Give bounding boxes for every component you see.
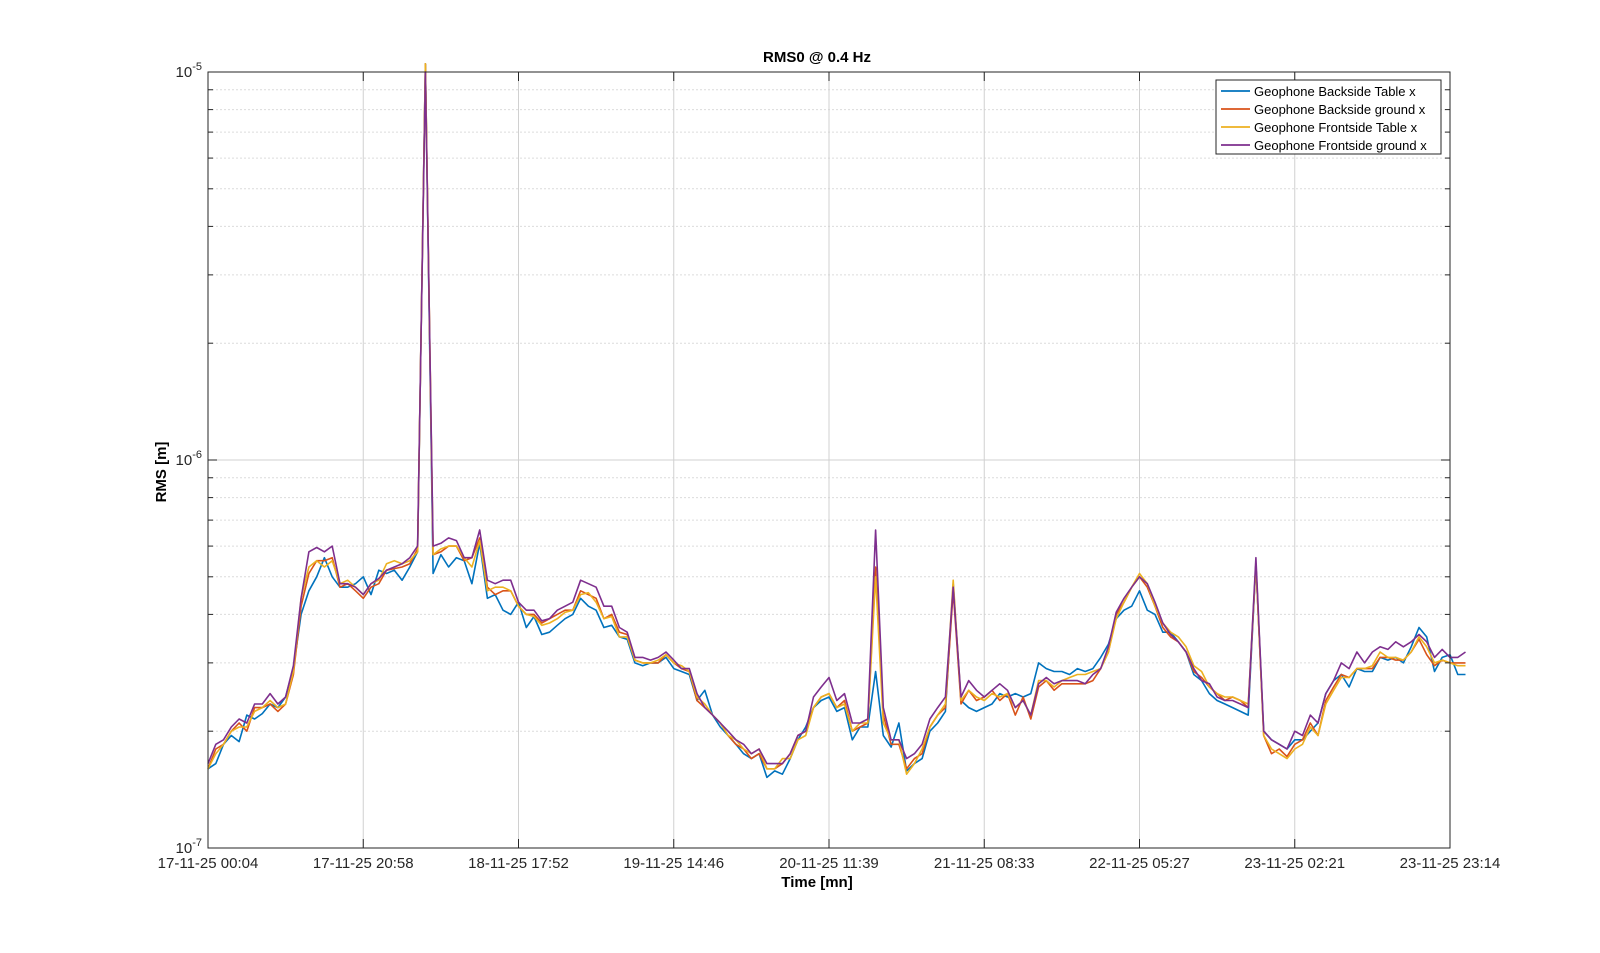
x-tick-label: 23-11-25 02:21 <box>1244 855 1345 872</box>
series-layer <box>207 62 1466 779</box>
legend-entry-label: Geophone Backside ground x <box>1254 102 1426 117</box>
axis-layer: 10-7 10-6 10-5 17-11-25 00:04 17-11-25 20:58… <box>158 61 1501 872</box>
x-tick-label: 18-11-25 17:52 <box>468 855 569 872</box>
x-axis-label: Time [mn] <box>781 874 852 891</box>
grid-layer <box>208 72 1450 848</box>
x-tick-label: 21-11-25 08:33 <box>934 855 1035 872</box>
x-tick-label: 22-11-25 05:27 <box>1089 855 1190 872</box>
x-tick-label: 23-11-25 23:14 <box>1400 855 1501 872</box>
legend-entry-label: Geophone Backside Table x <box>1254 84 1416 99</box>
legend: Geophone Backside Table x Geophone Backsi… <box>1215 79 1442 155</box>
series-line-4 <box>207 71 1466 765</box>
plot-frame <box>207 71 1451 849</box>
y-tick-label: 10-5 <box>176 61 202 81</box>
legend-box <box>1215 79 1442 155</box>
y-tick-label: 10-6 <box>176 449 202 469</box>
chart-title: RMS0 @ 0.4 Hz <box>763 49 871 66</box>
legend-entry-label: Geophone Frontside Table x <box>1254 120 1418 135</box>
legend-entry-label: Geophone Frontside ground x <box>1254 138 1427 153</box>
y-tick-label: 10-7 <box>176 837 202 857</box>
x-tick-label: 20-11-25 11:39 <box>779 855 879 872</box>
x-tick-label: 17-11-25 00:04 <box>158 855 259 872</box>
x-tick-label: 17-11-25 20:58 <box>313 855 414 872</box>
y-axis-label: RMS [m] <box>153 442 170 503</box>
x-tick-label: 19-11-25 14:46 <box>623 855 724 872</box>
